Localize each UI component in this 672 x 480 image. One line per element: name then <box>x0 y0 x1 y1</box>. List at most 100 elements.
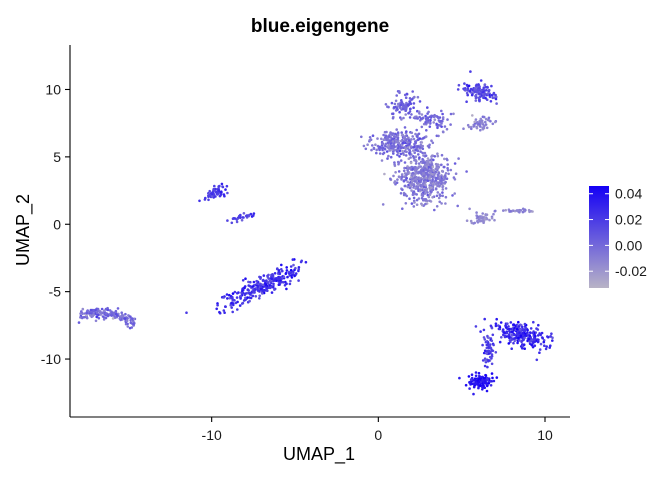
data-point <box>478 86 481 90</box>
data-point <box>416 187 420 190</box>
data-point <box>399 103 403 107</box>
data-point <box>125 319 129 323</box>
data-point <box>401 149 404 153</box>
data-point <box>405 92 409 96</box>
data-point <box>478 384 482 387</box>
data-point <box>442 165 446 169</box>
data-point <box>411 193 415 196</box>
y-tick-label: 0 <box>53 216 61 232</box>
data-point <box>486 92 490 95</box>
data-point <box>474 96 478 100</box>
data-point <box>248 299 251 303</box>
data-point <box>449 112 453 116</box>
data-point <box>435 194 439 198</box>
data-point <box>485 343 489 347</box>
chart-title: blue.eigengene <box>251 16 389 37</box>
data-point <box>127 314 130 317</box>
data-point <box>406 180 409 183</box>
data-point <box>426 173 429 177</box>
data-point <box>538 348 542 351</box>
data-point <box>435 181 438 185</box>
data-point <box>440 169 444 173</box>
data-point <box>456 204 460 208</box>
data-point <box>527 337 531 341</box>
data-point <box>419 170 423 173</box>
data-point <box>246 296 249 299</box>
data-point <box>498 340 502 344</box>
data-point <box>376 137 379 140</box>
data-point <box>485 352 488 355</box>
data-point <box>417 162 421 165</box>
data-point <box>249 280 252 284</box>
data-point <box>268 279 272 283</box>
data-point <box>434 114 438 118</box>
data-point <box>508 335 511 339</box>
data-point <box>424 135 428 138</box>
data-point <box>401 188 404 191</box>
data-point <box>235 296 239 299</box>
y-tick-label: 10 <box>45 81 61 97</box>
data-point <box>478 217 482 220</box>
data-point <box>422 172 425 175</box>
data-point <box>443 177 446 181</box>
data-point <box>385 150 389 153</box>
data-point <box>479 128 482 132</box>
data-point <box>397 102 400 106</box>
data-point <box>473 124 476 127</box>
data-point <box>266 276 270 279</box>
data-point <box>519 209 523 212</box>
data-point <box>441 120 444 123</box>
data-point <box>410 174 414 177</box>
data-point <box>412 196 416 200</box>
data-point <box>492 212 495 216</box>
data-point <box>433 172 437 175</box>
data-point <box>427 110 430 114</box>
data-point <box>95 311 99 315</box>
data-point <box>480 385 484 389</box>
data-point <box>222 296 225 299</box>
data-point <box>483 124 486 128</box>
data-point <box>240 291 243 295</box>
data-point <box>521 331 525 335</box>
data-point <box>384 142 388 146</box>
data-point <box>386 157 389 160</box>
data-point <box>492 96 496 99</box>
data-point <box>440 153 444 157</box>
data-point <box>509 210 512 213</box>
data-point <box>282 275 286 279</box>
data-point <box>253 288 256 292</box>
data-point <box>434 187 438 190</box>
data-point <box>479 125 482 128</box>
data-point <box>426 157 430 160</box>
data-point <box>387 147 391 150</box>
data-point <box>440 202 443 205</box>
data-point <box>528 340 531 343</box>
data-point <box>426 162 429 165</box>
data-point <box>423 163 427 167</box>
data-point <box>419 143 423 147</box>
data-point <box>366 143 369 146</box>
data-point <box>397 170 401 173</box>
data-point <box>407 139 411 142</box>
data-point <box>510 333 514 337</box>
data-point <box>400 134 404 137</box>
data-point <box>400 99 403 102</box>
data-point <box>441 185 445 188</box>
data-point <box>468 380 471 384</box>
data-point <box>488 93 491 97</box>
data-point <box>412 205 416 208</box>
data-point <box>387 154 390 158</box>
data-point <box>531 210 534 213</box>
data-point <box>391 146 395 150</box>
data-point <box>423 188 427 192</box>
data-point <box>383 147 387 151</box>
data-point <box>479 330 482 333</box>
data-point <box>486 376 489 380</box>
data-point <box>421 147 425 150</box>
data-point <box>531 341 534 344</box>
data-point <box>454 172 458 175</box>
data-point <box>413 180 417 183</box>
data-point <box>512 341 515 345</box>
data-point <box>408 197 411 200</box>
colorbar <box>589 186 609 288</box>
